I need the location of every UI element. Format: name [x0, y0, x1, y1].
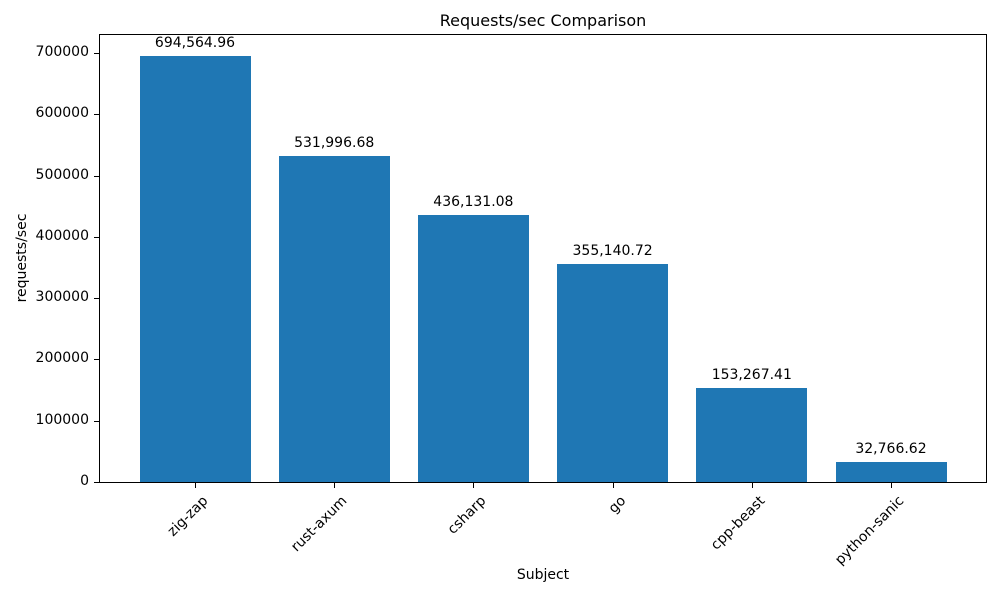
x-tick-label: zig-zap — [164, 493, 212, 540]
y-tick-label: 500000 — [35, 166, 89, 183]
x-tick-label: cpp-beast — [707, 493, 769, 554]
x-tick-mark — [195, 483, 196, 488]
bar-rust-axum — [278, 155, 390, 482]
x-tick-label: python-sanic — [832, 493, 908, 569]
bar-value-label: 355,140.72 — [572, 243, 653, 260]
x-tick-mark — [612, 483, 614, 488]
bar-value-label: 436,131.08 — [433, 193, 514, 210]
y-tick-mark — [94, 298, 99, 300]
y-tick-mark — [94, 482, 99, 483]
y-tick-mark — [94, 175, 99, 177]
bar-csharp — [417, 214, 529, 482]
bar-value-label: 531,996.68 — [294, 134, 375, 151]
x-tick-label: go — [605, 493, 629, 517]
chart-title: Requests/sec Comparison — [439, 11, 647, 30]
x-tick-mark — [891, 483, 892, 488]
y-tick-label: 600000 — [35, 105, 89, 122]
bar-go — [557, 264, 669, 482]
x-tick-label: csharp — [445, 493, 490, 538]
y-tick-label: 100000 — [35, 411, 89, 428]
x-axis-label: Subject — [516, 567, 570, 583]
y-tick-mark — [94, 52, 99, 54]
y-tick-mark — [94, 236, 99, 238]
y-tick-label: 300000 — [35, 289, 89, 306]
y-tick-label: 400000 — [35, 227, 89, 244]
bar-value-label: 153,267.41 — [711, 367, 792, 384]
bar-value-label: 32,766.62 — [855, 440, 927, 457]
x-tick-mark — [334, 483, 336, 488]
y-axis-label: requests/sec — [14, 213, 30, 303]
y-tick-mark — [94, 114, 99, 116]
y-tick-mark — [94, 420, 99, 422]
bar-cpp-beast — [696, 388, 808, 482]
x-tick-mark — [751, 483, 753, 488]
y-tick-label: 0 — [80, 473, 89, 489]
bar-python-sanic — [835, 461, 947, 482]
x-tick-label: rust-axum — [288, 493, 351, 556]
y-tick-mark — [94, 359, 99, 361]
bar-value-label: 694,564.96 — [154, 35, 236, 52]
bar-zig-zap — [139, 56, 251, 482]
x-tick-mark — [473, 483, 475, 488]
y-tick-label: 700000 — [35, 43, 89, 60]
y-tick-label: 200000 — [35, 350, 89, 367]
